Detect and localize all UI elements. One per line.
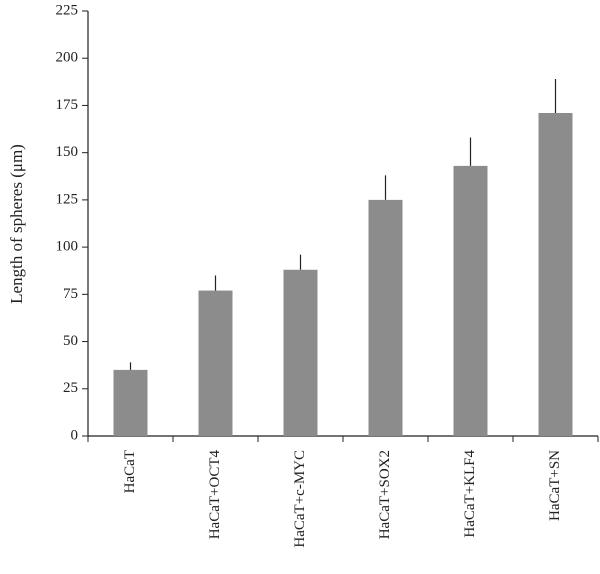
x-tick-label: HaCaT (122, 450, 138, 493)
bar (283, 269, 318, 436)
bar (368, 199, 403, 436)
x-tick-label: HaCaT+SN (547, 450, 563, 521)
bar (198, 290, 233, 436)
y-tick-label: 0 (71, 427, 79, 443)
y-tick-label: 225 (56, 2, 79, 18)
y-axis-label: Length of spheres (μm) (7, 144, 26, 304)
x-tick-label: HaCaT+c-MYC (292, 450, 308, 548)
x-tick-label: HaCaT+OCT4 (207, 450, 223, 540)
bar (453, 165, 488, 436)
y-tick-label: 75 (63, 286, 78, 302)
y-tick-label: 200 (56, 50, 79, 66)
y-tick-label: 25 (63, 380, 78, 396)
x-tick-label: HaCaT+KLF4 (462, 450, 478, 538)
bar (538, 113, 573, 436)
y-tick-label: 175 (56, 97, 79, 113)
x-tick-label: HaCaT+SOX2 (377, 450, 393, 539)
y-tick-label: 50 (63, 333, 78, 349)
y-tick-label: 150 (56, 144, 79, 160)
y-tick-label: 125 (56, 191, 79, 207)
y-tick-label: 100 (56, 239, 79, 255)
bar (113, 369, 148, 436)
